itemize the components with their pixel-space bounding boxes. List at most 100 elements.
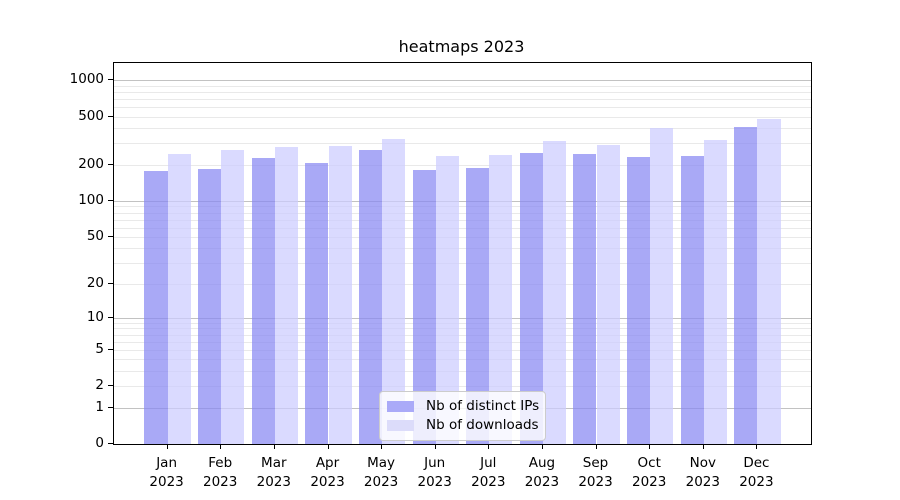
y-tick-1 (108, 406, 113, 408)
gridline-400 (114, 128, 811, 130)
gridline-50 (114, 236, 811, 238)
x-tick-label-nov: Nov 2023 (685, 455, 720, 490)
bar-aug-downloads (542, 140, 567, 444)
x-tick-label-jan: Jan 2023 (149, 455, 184, 490)
y-tick-100 (108, 199, 113, 201)
bar-apr-ips (305, 163, 329, 444)
y-tick-0 (108, 443, 113, 444)
bar-nov-downloads (703, 140, 727, 444)
x-tick-oct (649, 444, 651, 449)
x-tick-nov (702, 444, 704, 449)
y-tick-label-1: 1 (95, 398, 104, 415)
x-tick-may (381, 444, 383, 449)
x-tick-label-feb: Feb 2023 (203, 455, 238, 490)
gridline-8 (114, 328, 811, 330)
bar-may-ips (358, 150, 383, 444)
x-tick-label-apr: Apr 2023 (310, 455, 345, 490)
x-tick-label-dec: Dec 2023 (739, 455, 774, 490)
x-tick-mar (273, 444, 275, 449)
y-tick-200 (108, 163, 113, 165)
bar-jan-ips (144, 171, 168, 444)
y-tick-20 (108, 282, 113, 284)
gridline-1000 (114, 80, 811, 82)
bar-may-downloads (382, 138, 406, 444)
bar-jun-downloads (435, 155, 459, 444)
y-tick-label-1000: 1000 (69, 71, 104, 88)
gridline-80 (114, 212, 811, 214)
y-tick-10 (108, 316, 113, 318)
y-tick-50 (108, 235, 113, 237)
gridline-40 (114, 248, 811, 250)
y-tick-1000 (108, 79, 113, 81)
plot-area (113, 62, 812, 445)
legend-entry-distinct-ips: Nb of distinct IPs (387, 397, 540, 416)
gridline-500 (114, 116, 811, 118)
bar-jan-downloads (167, 154, 191, 444)
x-tick-label-mar: Mar 2023 (256, 455, 291, 490)
gridline-10 (114, 317, 811, 319)
bar-nov-ips (680, 156, 704, 444)
gridline-20 (114, 283, 811, 285)
legend-swatch-distinct-ips (387, 401, 414, 412)
x-tick-jan (166, 444, 168, 449)
bar-feb-downloads (221, 150, 245, 444)
legend-entry-downloads: Nb of downloads (387, 416, 539, 435)
x-tick-label-aug: Aug 2023 (524, 455, 560, 490)
y-tick-label-50: 50 (86, 227, 104, 244)
bar-aug-ips (519, 153, 543, 444)
legend-label-downloads: Nb of downloads (426, 417, 539, 433)
y-tick-label-500: 500 (78, 107, 104, 124)
gridline-600 (114, 107, 811, 108)
gridline-900 (114, 85, 811, 87)
gridline-200 (114, 164, 811, 166)
gridline-3 (114, 371, 811, 372)
gridline-90 (114, 206, 811, 208)
x-tick-apr (327, 444, 329, 449)
y-tick-500 (108, 115, 113, 117)
bar-sep-downloads (596, 145, 620, 444)
bar-oct-ips (626, 157, 651, 444)
gridline-700 (114, 98, 811, 100)
x-tick-label-sep: Sep 2023 (578, 455, 613, 490)
x-tick-sep (595, 444, 597, 449)
gridline-4 (114, 359, 811, 361)
bar-jul-downloads (489, 155, 513, 444)
y-tick-label-0: 0 (95, 435, 104, 451)
gridline-800 (114, 91, 811, 93)
bar-sep-ips (573, 154, 597, 444)
x-tick-feb (220, 444, 222, 449)
gridline-60 (114, 227, 811, 229)
x-tick-label-jun: Jun 2023 (417, 455, 452, 490)
bar-feb-ips (198, 169, 222, 444)
y-tick-label-200: 200 (78, 155, 104, 172)
y-tick-label-2: 2 (95, 377, 104, 394)
gridline-300 (114, 143, 811, 145)
gridline-9 (114, 322, 811, 324)
gridline-5 (114, 349, 811, 351)
gridline-100 (114, 200, 811, 202)
y-tick-label-5: 5 (95, 340, 104, 357)
y-tick-label-100: 100 (78, 191, 104, 208)
y-tick-label-20: 20 (86, 274, 104, 291)
bar-mar-downloads (274, 147, 298, 444)
gridline-6 (114, 341, 811, 343)
legend: Nb of distinct IPs Nb of downloads (379, 391, 546, 441)
bar-mar-ips (251, 157, 275, 444)
x-tick-jun (434, 444, 436, 449)
x-tick-dec (756, 444, 758, 449)
gridline-7 (114, 334, 811, 336)
gridline-70 (114, 219, 811, 221)
chart-title: heatmaps 2023 (398, 37, 525, 56)
x-tick-label-may: May 2023 (363, 455, 399, 490)
bar-apr-downloads (328, 146, 352, 444)
x-tick-label-jul: Jul 2023 (471, 455, 506, 490)
bar-dec-ips (734, 126, 758, 444)
legend-label-distinct-ips: Nb of distinct IPs (426, 398, 540, 414)
x-tick-jul (488, 444, 490, 449)
bar-jun-ips (412, 169, 436, 444)
legend-swatch-downloads (387, 420, 414, 431)
y-tick-2 (108, 385, 113, 387)
y-tick-label-10: 10 (86, 308, 104, 325)
bar-jul-ips (466, 167, 490, 444)
